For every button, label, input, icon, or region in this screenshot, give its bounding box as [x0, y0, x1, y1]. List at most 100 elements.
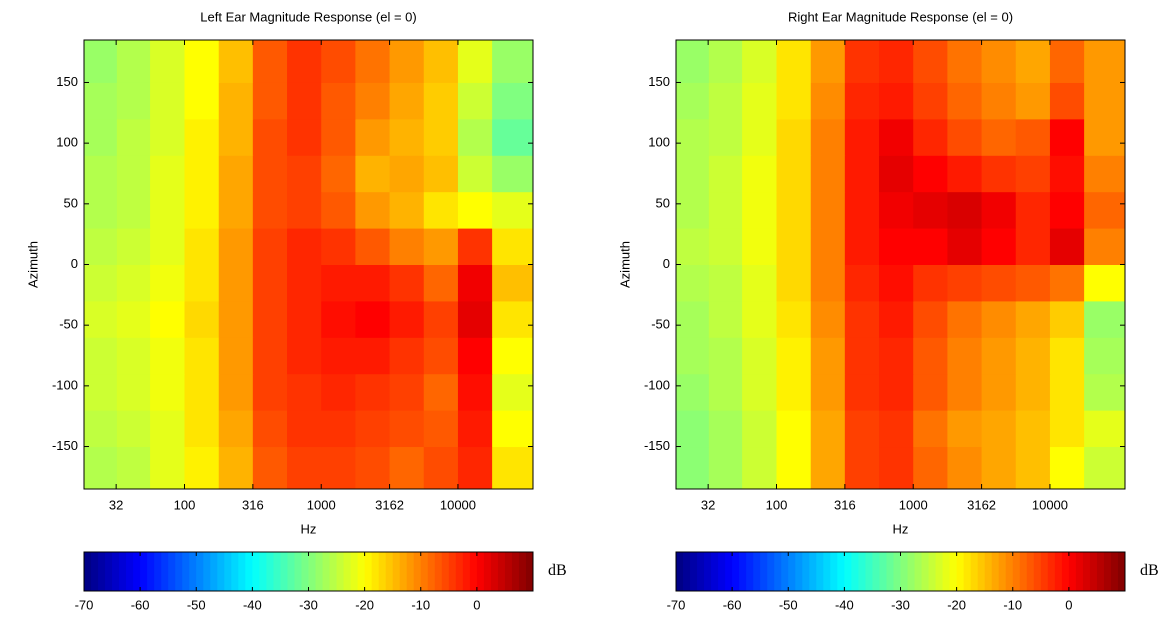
heatmap-cell: [776, 373, 812, 411]
heatmap-cell: [116, 118, 151, 156]
heatmap-cell: [218, 410, 254, 448]
heatmap-cell: [1015, 300, 1051, 338]
heatmap-cell: [84, 373, 118, 411]
heatmap-cell: [742, 410, 778, 448]
heatmap-cell: [355, 300, 391, 338]
heatmap-cell: [389, 40, 425, 83]
colorbar-swatch: [203, 552, 211, 591]
heatmap-cell: [879, 228, 914, 265]
heatmap-cell: [742, 40, 778, 83]
heatmap-cell: [913, 337, 948, 375]
heatmap-cell: [742, 191, 778, 229]
heatmap-cell: [321, 228, 356, 265]
heatmap-cell: [321, 82, 356, 120]
colorbar-swatch: [809, 552, 817, 591]
heatmap-cell: [457, 410, 493, 448]
heatmap-cell: [423, 228, 459, 265]
heatmap-cell: [776, 300, 812, 338]
colorbar-swatch: [378, 552, 387, 591]
heatmap-cell: [742, 82, 778, 120]
heatmap-cell: [676, 82, 710, 120]
heatmap-cell: [981, 264, 1017, 302]
heatmap-cell: [879, 155, 914, 193]
heatmap-cell: [321, 191, 356, 229]
heatmap-cell: [1084, 264, 1126, 302]
heatmap-cell: [981, 228, 1017, 265]
colorbar-swatch: [161, 552, 169, 591]
heatmap-cell: [389, 264, 425, 302]
heatmap-cell: [676, 118, 710, 156]
heatmap-cell: [981, 82, 1017, 120]
heatmap-cell: [810, 337, 846, 375]
heatmap-cell: [355, 410, 391, 448]
colorbar-swatch: [942, 552, 951, 591]
heatmap-cell: [423, 337, 459, 375]
colorbar-swatch: [900, 552, 909, 591]
heatmap-cell: [150, 337, 186, 375]
heatmap-cell: [1049, 337, 1085, 375]
colorbar-swatch: [998, 552, 1007, 591]
heatmap-cell: [423, 446, 459, 490]
heatmap-cell: [1015, 264, 1051, 302]
colorbar-swatch: [760, 552, 768, 591]
heatmap-cell: [810, 155, 846, 193]
heatmap-cell: [116, 410, 151, 448]
heatmap-cell: [708, 300, 743, 338]
heatmap-cell: [776, 191, 812, 229]
heatmap-cell: [1049, 40, 1085, 83]
colorbar-swatch: [1040, 552, 1049, 591]
heatmap-cell: [913, 410, 948, 448]
heatmap-cell: [84, 118, 118, 156]
colorbar-swatch: [1012, 552, 1021, 591]
colorbar-swatch: [676, 552, 684, 591]
colorbar-swatch: [1103, 552, 1112, 591]
colorbar-swatch: [816, 552, 824, 591]
heatmap-cell: [708, 191, 743, 229]
colorbar-swatch: [795, 552, 803, 591]
heatmap-cell: [913, 264, 948, 302]
y-axis-label: Azimuth: [25, 241, 40, 288]
colorbar-tick-label: -60: [723, 597, 742, 612]
x-tick-label: 1000: [899, 497, 928, 512]
colorbar-swatch: [168, 552, 176, 591]
heatmap-cell: [676, 155, 710, 193]
y-tick-label: 150: [648, 74, 670, 89]
colorbar-swatch: [462, 552, 471, 591]
heatmap-cell: [355, 40, 391, 83]
heatmap-cell: [287, 446, 322, 490]
colorbar-swatch: [224, 552, 232, 591]
colorbar-swatch: [182, 552, 190, 591]
heatmap-cell: [1049, 191, 1085, 229]
heatmap-cell: [708, 337, 743, 375]
heatmap-cell: [844, 446, 880, 490]
heatmap-cell: [879, 191, 914, 229]
heatmap-cell: [708, 82, 743, 120]
heatmap-cell: [150, 446, 186, 490]
heatmap-cell: [389, 410, 425, 448]
heatmap-cell: [981, 118, 1017, 156]
heatmap-cell: [218, 446, 254, 490]
heatmap-cell: [457, 228, 493, 265]
colorbar-swatch: [385, 552, 394, 591]
heatmap-cell: [252, 228, 288, 265]
colorbar-swatch: [322, 552, 331, 591]
heatmap-cell: [116, 264, 151, 302]
heatmap-cell: [776, 337, 812, 375]
y-tick-label: 150: [56, 74, 78, 89]
heatmap-cell: [676, 446, 710, 490]
colorbar-swatch: [112, 552, 120, 591]
colorbar-swatch: [252, 552, 260, 591]
colorbar-swatch: [984, 552, 993, 591]
heatmap-cell: [116, 228, 151, 265]
heatmap-cell: [116, 82, 151, 120]
colorbar-swatch: [690, 552, 698, 591]
heatmap-cell: [287, 40, 322, 83]
colorbar-swatch: [329, 552, 338, 591]
y-tick-label: -150: [52, 438, 78, 453]
heatmap-cell: [947, 118, 983, 156]
colorbar-swatch: [1061, 552, 1070, 591]
heatmap-cell: [321, 40, 356, 83]
colorbar-label: dB: [548, 562, 567, 579]
colorbar-tick-label: -60: [131, 597, 150, 612]
heatmap-cell: [116, 300, 151, 338]
